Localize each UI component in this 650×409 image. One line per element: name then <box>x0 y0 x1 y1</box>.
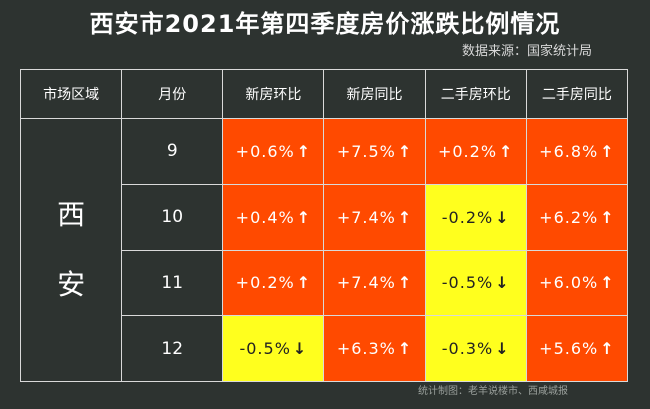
value-cell: +7.4% ↑ <box>323 183 426 251</box>
month-cell: 11 <box>121 249 224 317</box>
arrow-down-icon: ↓ <box>292 339 308 359</box>
arrow-down-icon: ↓ <box>495 207 510 227</box>
value-text: +6.8% <box>539 141 599 161</box>
value-text: +6.2% <box>539 207 599 227</box>
value-cell: +6.3% ↑ <box>323 315 426 382</box>
value-cell: -0.5% ↓ <box>222 315 325 382</box>
value-text: +0.2% <box>235 273 295 293</box>
region-char: 安 <box>57 268 86 301</box>
arrow-up-icon: ↑ <box>600 141 615 161</box>
arrow-up-icon: ↑ <box>600 339 615 359</box>
column-header-month: 月份 <box>121 69 224 119</box>
table-row: 10 +0.4% ↑ +7.4% ↑ -0.2% ↓ +6.2% ↑ <box>21 183 629 251</box>
value-text: +5.6% <box>539 339 599 359</box>
value-text: +0.4% <box>235 207 295 227</box>
page-title: 西安市2021年第四季度房价涨跌比例情况 <box>89 10 561 38</box>
column-header-new-yoy: 新房同比 <box>323 69 426 119</box>
arrow-up-icon: ↑ <box>397 141 413 161</box>
month-cell: 12 <box>121 315 224 382</box>
value-cell: -0.2% ↓ <box>424 183 527 251</box>
value-text: -0.5% <box>441 273 494 293</box>
value-cell: +0.6% ↑ <box>222 118 325 185</box>
table-row: 12 -0.5% ↓ +6.3% ↑ -0.3% ↓ +5.6% ↑ <box>21 315 629 382</box>
value-text: -0.2% <box>441 207 494 227</box>
arrow-up-icon: ↑ <box>397 339 413 359</box>
arrow-down-icon: ↓ <box>495 339 510 359</box>
value-text: +0.2% <box>437 141 498 161</box>
month-cell: 10 <box>121 183 224 251</box>
arrow-up-icon: ↑ <box>296 273 312 293</box>
value-text: +6.3% <box>336 339 396 359</box>
column-header-region: 市场区域 <box>19 69 123 119</box>
value-cell: +7.4% ↑ <box>323 249 426 317</box>
value-cell: +7.5% ↑ <box>323 118 426 185</box>
column-header-resale-mom: 二手房环比 <box>424 69 527 119</box>
column-header-resale-yoy: 二手房同比 <box>525 69 629 119</box>
value-text: +0.6% <box>235 141 295 161</box>
arrow-up-icon: ↑ <box>600 273 615 293</box>
value-cell: +0.2% ↑ <box>222 249 325 317</box>
column-header-new-mom: 新房环比 <box>222 69 325 119</box>
arrow-up-icon: ↑ <box>397 273 413 293</box>
value-cell: +6.8% ↑ <box>525 118 629 185</box>
value-text: +7.4% <box>336 207 396 227</box>
value-text: -0.5% <box>239 339 291 359</box>
arrow-up-icon: ↑ <box>397 207 413 227</box>
value-cell: +0.2% ↑ <box>424 118 527 185</box>
data-source: 数据来源：国家统计局 <box>461 44 592 59</box>
arrow-up-icon: ↑ <box>296 141 312 161</box>
value-text: +6.0% <box>539 273 599 293</box>
table-header-row: 市场区域 月份 新房环比 新房同比 二手房环比 二手房同比 <box>19 69 629 119</box>
chart-credit: 统计制图：老羊说楼市、西咸城报 <box>418 386 568 397</box>
month-cell: 9 <box>121 118 224 185</box>
value-text: +7.4% <box>336 273 396 293</box>
value-cell: +6.0% ↑ <box>525 249 629 317</box>
value-cell: -0.5% ↓ <box>424 249 527 317</box>
table-row: 11 +0.2% ↑ +7.4% ↑ -0.5% ↓ +6.0% ↑ <box>21 249 629 317</box>
value-cell: +5.6% ↑ <box>525 315 629 382</box>
value-cell: -0.3% ↓ <box>424 315 527 382</box>
arrow-up-icon: ↑ <box>499 141 514 161</box>
region-cell: 西安 <box>19 118 123 382</box>
arrow-up-icon: ↑ <box>600 207 615 227</box>
value-text: -0.3% <box>441 339 494 359</box>
arrow-up-icon: ↑ <box>296 207 312 227</box>
table-row: 西安 9 +0.6% ↑ +7.5% ↑ +0.2% ↑ +6.8% ↑ <box>19 118 629 382</box>
value-text: +7.5% <box>336 141 396 161</box>
arrow-down-icon: ↓ <box>495 273 510 293</box>
value-cell: +0.4% ↑ <box>222 183 325 251</box>
value-cell: +6.2% ↑ <box>525 183 629 251</box>
price-change-table: 市场区域 月份 新房环比 新房同比 二手房环比 二手房同比 西安 9 +0.6% ↑ +… <box>19 69 629 382</box>
region-char: 西 <box>57 198 86 231</box>
